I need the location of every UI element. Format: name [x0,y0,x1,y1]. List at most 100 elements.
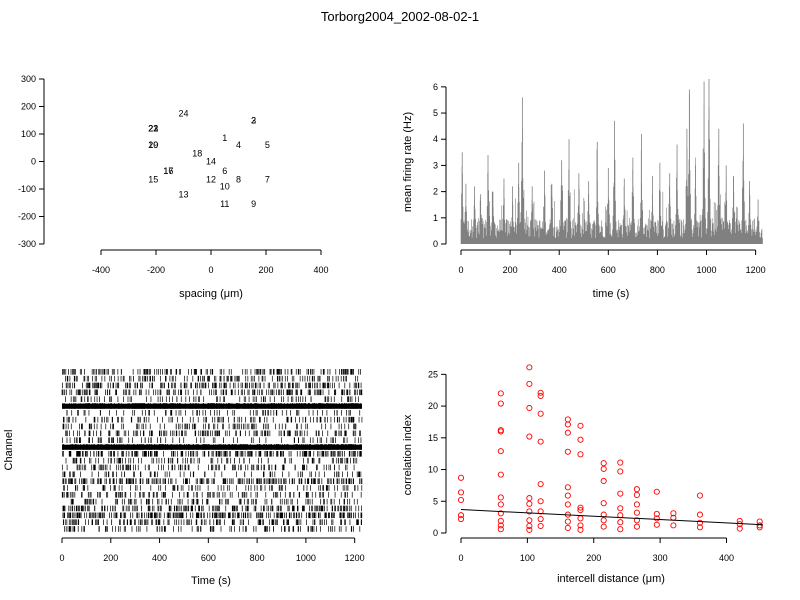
x-tick-label: 0 [59,553,64,563]
scatter-point [617,505,624,512]
electrode-label: 23 [148,124,158,134]
channel-row [65,457,358,464]
channel-row [66,410,361,416]
scatter-point [457,489,465,496]
x-tick-label: 1200 [345,553,365,563]
firing-rate-xlabel: time (s) [593,288,630,300]
scatter-point [497,526,504,533]
scatter-point [600,500,607,507]
channel-row [62,519,362,525]
channel-row [62,478,363,484]
spike-raster-ylabel: Channel [3,430,15,471]
correlation-xlabel: intercell distance (μm) [557,573,665,585]
y-tick-label: 200 [21,102,36,112]
y-tick-label: 15 [428,433,438,443]
electrode-label: 18 [192,148,202,158]
channel-row [62,485,363,491]
electrode-label: 9 [251,199,256,209]
x-tick-label: 1000 [697,265,717,275]
scatter-point [633,491,640,498]
x-tick-label: 600 [601,265,616,275]
scatter-point [526,508,533,515]
scatter-point [617,526,624,533]
scatter-point [537,522,544,530]
scatter-point [537,410,544,417]
x-tick-label: 200 [103,553,118,563]
channel-row [62,437,362,443]
scatter-point [577,436,584,443]
channel-row-dense [62,444,362,450]
scatter-point [526,380,533,387]
scatter-point [526,517,533,524]
scatter-point [653,521,660,528]
y-tick-label: 1 [433,213,438,223]
x-tick-label: 0 [458,265,463,275]
scatter-point [617,468,624,475]
y-tick-label: 3 [433,160,438,170]
scatter-point [600,460,607,467]
scatter-point [633,523,640,530]
scatter-point [633,509,640,516]
electrode-label: 3 [251,115,256,125]
x-tick-label: 300 [653,553,668,563]
correlation-panel: intercell distance (μm) correlation inde… [402,364,764,585]
x-tick-label: 400 [313,265,328,275]
electrode-label: 16 [163,166,173,176]
channel-row [61,492,362,498]
electrode-label: 5 [265,140,270,150]
x-tick-label: 400 [152,553,167,563]
y-tick-label: -200 [18,212,36,222]
scatter-point [526,522,533,530]
scatter-point [696,511,703,518]
scatter-point [497,522,504,529]
scatter-point [600,523,607,530]
scatter-point [497,494,504,501]
x-tick-label: -400 [92,265,110,275]
scatter-point [526,500,533,507]
channel-row [62,471,362,478]
scatter-point [497,400,504,407]
scatter-point [670,510,677,517]
scatter-point [577,507,584,514]
y-tick-label: 6 [433,82,438,92]
spike-raster-xlabel: Time (s) [191,575,231,587]
scatter-point [653,488,660,495]
scatter-point [600,477,607,485]
x-tick-label: 100 [520,553,535,563]
electrode-label: 2 [251,115,256,125]
y-tick-label: 10 [428,465,438,475]
scatter-point [497,517,504,524]
electrode-label: 22 [148,124,158,134]
scatter-point [457,496,465,504]
page-title: Torborg2004_2002-08-02-1 [320,9,480,24]
x-tick-label: 800 [250,553,265,563]
x-tick-label: 400 [719,553,734,563]
scatter-point [457,474,465,481]
scatter-point [537,438,544,445]
electrode-label: 7 [265,174,270,184]
scatter-point [457,512,465,519]
channel-row [62,512,363,519]
scatter-point [653,510,660,518]
scatter-point [564,501,571,508]
firing-rate-panel: time (s) mean firing rate (Hz) 0 200 400 60… [402,79,766,300]
channel-row [61,464,355,471]
scatter-point [577,451,584,458]
electrode-layout-panel: spacing (μm) -400 -200 0 200 400-300-200-100… [18,74,329,300]
scatter-point [564,429,571,436]
electrode-label: 20 [148,140,158,150]
x-tick-label: 0 [458,553,463,563]
fit-line [460,509,764,526]
channel-row [65,396,359,402]
electrode-label: 10 [220,181,230,191]
y-tick-label: 20 [428,401,438,411]
scatter-point [497,501,504,508]
channel-row [62,416,363,423]
x-tick-label: 800 [650,265,665,275]
electrode-label: 17 [163,166,173,176]
y-tick-label: 300 [21,74,36,84]
scatter-point [617,459,624,466]
channel-row [62,369,361,375]
scatter-point [497,471,504,478]
